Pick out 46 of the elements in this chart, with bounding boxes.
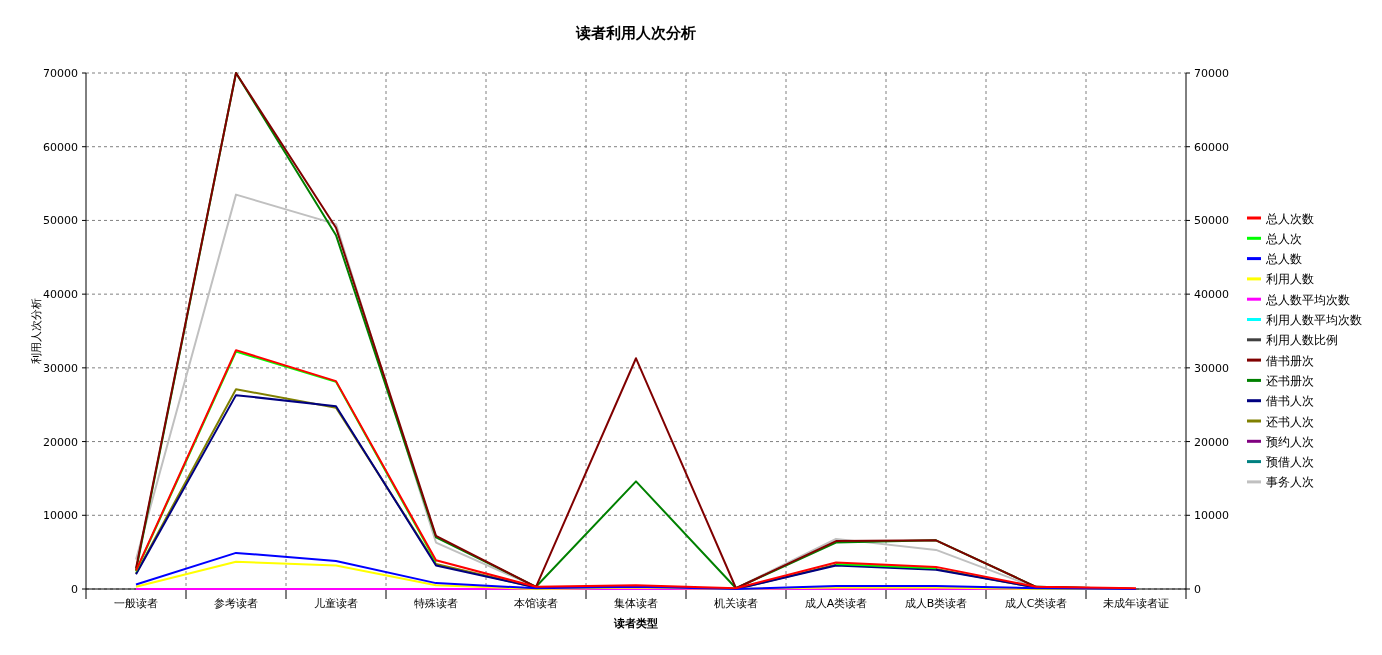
legend-label: 借书册次 xyxy=(1266,353,1314,368)
x-tick-label: 成人B类读者 xyxy=(904,597,968,610)
y-tick-label: 60000 xyxy=(43,140,78,154)
legend-label: 总人数平均次数 xyxy=(1265,292,1350,307)
line-series xyxy=(135,349,1137,590)
y-tick-label: 50000 xyxy=(43,214,78,228)
legend-label: 还书人次 xyxy=(1266,414,1314,429)
y2-tick-label: 70000 xyxy=(1194,67,1229,80)
y2-tick-label: 0 xyxy=(1194,583,1201,596)
x-tick-label: 集体读者 xyxy=(614,597,658,610)
y2-tick-label: 40000 xyxy=(1194,288,1229,302)
line-series xyxy=(135,551,1137,590)
y2-tick-label: 50000 xyxy=(1194,214,1229,228)
x-tick-label: 参考读者 xyxy=(214,597,258,610)
x-tick-label: 本馆读者 xyxy=(514,597,558,610)
legend-label: 利用人数 xyxy=(1266,272,1314,287)
x-tick-label: 一般读者 xyxy=(114,597,158,610)
x-tick-label: 成人C类读者 xyxy=(1004,597,1068,610)
x-axis-title: 读者类型 xyxy=(613,617,658,630)
x-tick-label: 特殊读者 xyxy=(414,597,458,610)
y-axis-title: 利用人次分析 xyxy=(30,298,43,364)
legend-label: 总人次数 xyxy=(1265,211,1314,226)
legend-label: 利用人数比例 xyxy=(1266,333,1338,348)
y-tick-label: 10000 xyxy=(43,509,78,523)
legend-label: 总人数 xyxy=(1265,252,1302,267)
legend-label: 还书册次 xyxy=(1266,373,1314,388)
x-tick-label: 儿童读者 xyxy=(314,597,358,610)
legend-label: 利用人数平均次数 xyxy=(1266,313,1362,327)
y2-tick-label: 20000 xyxy=(1194,435,1229,449)
legend-label: 借书人次 xyxy=(1266,394,1314,409)
x-tick-label: 成人A类读者 xyxy=(804,597,868,610)
legend-label: 预约人次 xyxy=(1266,434,1314,449)
x-tick-label: 未成年读者证 xyxy=(1103,597,1169,610)
y-tick-label: 30000 xyxy=(43,361,78,375)
y-tick-label: 40000 xyxy=(43,288,78,302)
y-tick-label: 0 xyxy=(71,583,78,596)
y2-tick-label: 10000 xyxy=(1194,509,1229,523)
y-tick-label: 70000 xyxy=(43,67,78,80)
legend-label: 预借人次 xyxy=(1266,455,1314,470)
y-tick-label: 20000 xyxy=(43,435,78,449)
legend-label: 事务人次 xyxy=(1266,475,1314,490)
legend-label: 总人次 xyxy=(1265,231,1302,246)
y2-tick-label: 30000 xyxy=(1194,361,1229,375)
x-tick-label: 机关读者 xyxy=(714,597,758,610)
chart-title: 读者利用人次分析 xyxy=(575,24,696,42)
y2-tick-label: 60000 xyxy=(1194,140,1229,154)
